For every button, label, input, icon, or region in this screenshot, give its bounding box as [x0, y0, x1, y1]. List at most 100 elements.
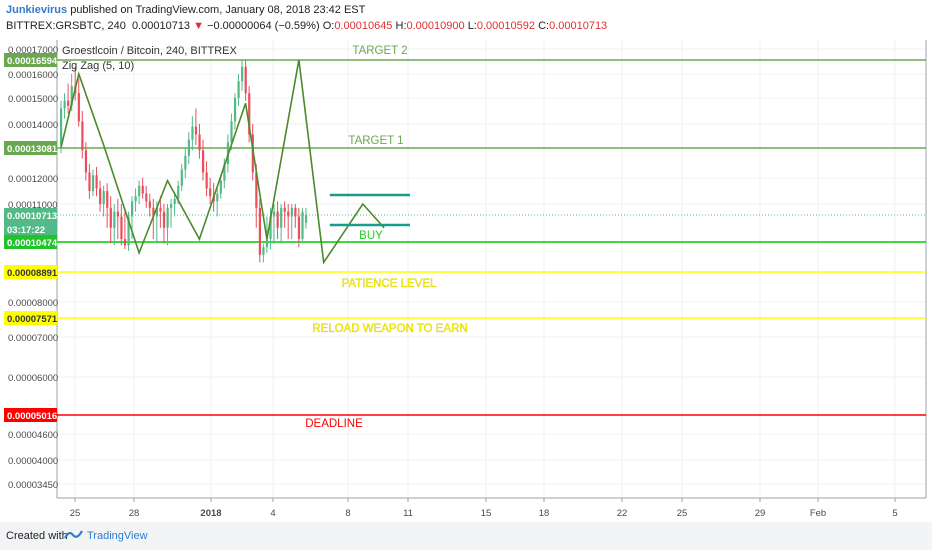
price-tick-label: 0.00006000 — [8, 373, 58, 384]
price-badge-label: 0.00016594 — [7, 56, 58, 67]
chart-background — [0, 38, 932, 520]
candle-body — [95, 175, 98, 189]
level-lines — [57, 59, 926, 416]
created-with-text: Created with — [6, 530, 68, 542]
price-badge — [4, 265, 57, 279]
candle-body — [269, 216, 272, 240]
candle-body — [233, 98, 237, 122]
chart-header: Junkievirus published on TradingView.com… — [0, 0, 932, 36]
price-badge-label: 0.00013081 — [7, 144, 58, 155]
price-chart[interactable]: 0.00017000 0.00016000 0.00015000 0.00014000… — [0, 38, 932, 520]
candle-body — [241, 66, 244, 82]
price-tick-label: 0.00008000 — [8, 298, 58, 309]
candle-body — [173, 198, 176, 204]
chart-legend-title: Groestlcoin / Bitcoin, 240, BITTREX — [62, 45, 238, 57]
candle-body — [301, 211, 304, 240]
candle-body — [77, 93, 80, 122]
level-label: DEADLINE — [305, 418, 363, 430]
candle-body — [131, 201, 134, 217]
price-change: −0.00000064 (−0.59%) — [207, 20, 320, 32]
time-tick-label: 11 — [403, 508, 413, 519]
candle-body — [205, 172, 208, 189]
price-badge-label: 0.00010474 — [7, 238, 58, 249]
candle-body — [294, 207, 297, 217]
candle-body — [177, 185, 180, 199]
price-badge-label: 03:17:22 — [7, 225, 45, 236]
candle-body — [70, 86, 73, 106]
candle-body — [283, 207, 286, 212]
candle-body — [184, 155, 187, 170]
time-tick-label: 4 — [270, 508, 275, 519]
candle-body — [60, 108, 63, 145]
candle-body — [297, 216, 301, 240]
candle-body — [276, 211, 279, 228]
time-axis[interactable]: 25 28 2018 4 8 11 15 18 22 25 29 Feb 5 — [70, 498, 898, 519]
candle-body — [155, 207, 159, 217]
down-arrow-icon: ▼ — [193, 20, 205, 32]
candle-body — [127, 216, 130, 246]
candle-body — [148, 201, 151, 208]
time-tick-label: 5 — [892, 508, 897, 519]
candle-body — [109, 207, 112, 228]
price-tick-label: 0.00004600 — [8, 430, 58, 441]
time-tick-label: 18 — [539, 508, 550, 519]
candle-body — [145, 193, 148, 202]
candle-body — [262, 247, 265, 255]
publish-info: Junkievirus published on TradingView.com… — [6, 4, 365, 16]
level-label: RELOAD WEAPON TO EARN — [312, 323, 468, 335]
candle-body — [88, 172, 91, 191]
candle-body — [102, 191, 105, 204]
time-tick-label: Feb — [810, 508, 826, 519]
candle-body — [248, 93, 251, 135]
candle-body — [162, 211, 166, 228]
candle-body — [106, 191, 109, 208]
symbol-label: BITTREX:GRSBTC, 240 — [6, 20, 126, 32]
low-value: 0.00010592 — [476, 20, 535, 32]
candle-body — [63, 100, 66, 109]
zigzag-legend: Zig Zag (5, 10) — [62, 60, 134, 72]
level-label: TARGET 2 — [352, 45, 407, 57]
price-tick-label: 0.00011000 — [8, 200, 58, 211]
candle-body — [134, 196, 137, 202]
price-badge — [4, 53, 57, 67]
candle-body — [198, 134, 201, 151]
candle-body — [159, 207, 162, 212]
time-tick-label: 29 — [755, 508, 766, 519]
zigzag-line — [60, 59, 385, 265]
level-label: BUY — [359, 230, 383, 242]
price-tick-label: 0.00015000 — [8, 94, 58, 105]
time-tick-label: 25 — [677, 508, 688, 519]
author-link[interactable]: Junkievirus — [6, 4, 68, 16]
candle-body — [152, 207, 155, 217]
candle-body — [287, 211, 290, 217]
candle-body — [187, 139, 190, 156]
price-badge-label: 0.00005016 — [7, 411, 57, 422]
candle-body — [194, 126, 198, 135]
candle-body — [216, 193, 219, 202]
candle-body — [223, 164, 226, 181]
time-tick-label: 8 — [345, 508, 350, 519]
close-value: 0.00010713 — [549, 20, 608, 32]
candle-body — [255, 172, 258, 208]
price-labels: 0.00016594 0.00013081 0.00010713 03:17:22 0.… — [4, 53, 58, 422]
footer: Created with TradingView — [0, 522, 932, 550]
price-badge-label: 0.00010713 — [7, 211, 57, 222]
price-badge-label: 0.00008891 — [7, 268, 58, 279]
candle-body — [170, 204, 173, 208]
high-label: H: — [395, 20, 407, 32]
tradingview-brand-link[interactable]: TradingView — [87, 530, 148, 542]
candle-body — [209, 188, 212, 197]
price-tick-label: 0.00003450 — [8, 480, 58, 491]
candle-body — [113, 211, 116, 228]
candle-body — [166, 207, 169, 228]
price-badge — [4, 235, 57, 249]
time-tick-label: 25 — [70, 508, 81, 519]
candle-body — [67, 100, 70, 106]
price-badge — [4, 141, 57, 155]
price-tick-label: 0.00017000 — [8, 45, 58, 56]
price-tick-label: 0.00016000 — [8, 70, 58, 81]
candle-body — [273, 211, 276, 217]
candle-body — [191, 126, 194, 140]
level-label: TARGET 1 — [348, 135, 403, 147]
price-tick-label: 0.00012000 — [8, 174, 58, 185]
